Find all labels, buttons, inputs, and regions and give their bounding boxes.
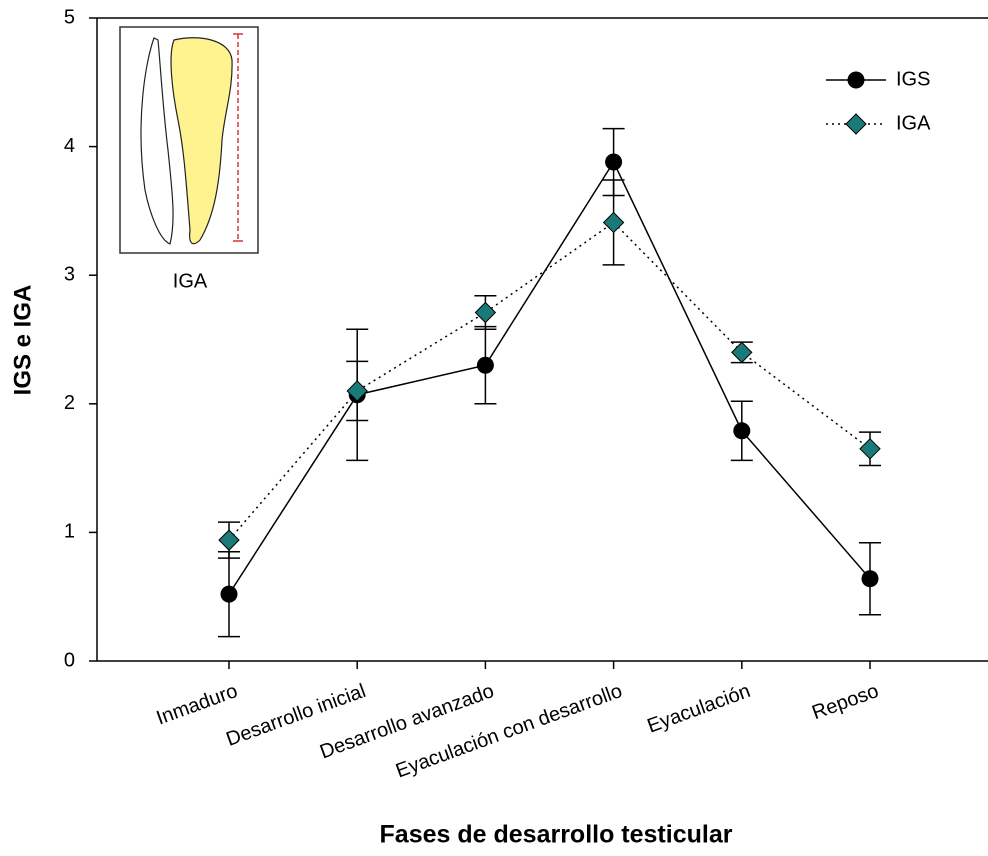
x-tick-label: Inmaduro — [154, 680, 241, 730]
point — [346, 380, 368, 402]
x-axis-label: Fases de desarrollo testicular — [380, 821, 733, 849]
inset: IGA — [119, 26, 259, 292]
point — [476, 356, 494, 374]
point — [731, 341, 753, 364]
point — [845, 113, 867, 135]
legend-label: IGS — [896, 68, 930, 90]
point — [474, 301, 497, 324]
legend-label: IGA — [896, 112, 931, 134]
point — [861, 570, 879, 588]
y-tick-label: 3 — [64, 263, 75, 285]
point — [602, 211, 625, 234]
series-line — [228, 221, 871, 541]
y-tick-label: 1 — [64, 521, 75, 543]
series — [218, 179, 881, 559]
series — [218, 127, 881, 638]
inset-shape — [170, 37, 233, 245]
y-tick-label: 2 — [64, 392, 75, 414]
x-tick-label: Eyaculación — [644, 680, 753, 738]
point — [847, 71, 865, 89]
x-tick-label: Reposo — [809, 680, 881, 724]
point — [733, 422, 751, 440]
series-line — [228, 160, 871, 595]
x-tick-label: Eyaculación con desarrollo — [393, 680, 625, 782]
inset-outline — [140, 37, 174, 245]
point — [218, 529, 240, 551]
point — [220, 585, 238, 603]
point — [605, 153, 623, 171]
y-tick-label: 4 — [64, 135, 75, 157]
y-axis-label: IGS e IGA — [9, 285, 36, 396]
inset-label: IGA — [173, 270, 208, 292]
y-tick-label: 0 — [64, 649, 75, 671]
y-tick-label: 5 — [64, 6, 75, 28]
point — [859, 438, 881, 460]
